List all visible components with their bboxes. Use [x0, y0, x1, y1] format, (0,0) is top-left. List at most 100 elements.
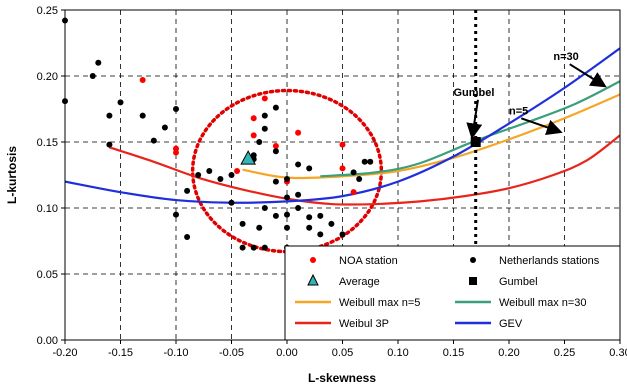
data-point [295, 129, 302, 136]
data-point [339, 141, 346, 148]
data-point [139, 76, 146, 83]
data-point [339, 231, 346, 238]
data-point [206, 168, 213, 175]
data-point [239, 220, 246, 227]
legend-label: Weibull max n=30 [499, 297, 587, 309]
legend-label: Netherlands stations [499, 255, 600, 267]
x-tick-label: 0.00 [276, 347, 297, 359]
data-point [184, 234, 191, 241]
legend-label: Average [339, 276, 380, 288]
data-point [217, 175, 224, 182]
data-point [339, 165, 346, 172]
data-point [106, 141, 113, 148]
x-axis-label: L-skewness [308, 371, 376, 385]
data-point [350, 189, 357, 196]
x-tick-label: -0.20 [52, 347, 77, 359]
axes: -0.20 -0.15 -0.10 -0.05 0.00 0.05 0.10 0.15 0.20… [37, 5, 627, 359]
legend-label: Gumbel [499, 276, 538, 288]
data-point [284, 224, 290, 231]
data-point [306, 214, 313, 221]
data-point [317, 212, 324, 219]
x-tick-label: 0.25 [554, 347, 575, 359]
data-point [284, 194, 290, 201]
data-point [95, 59, 102, 66]
data-point [272, 148, 279, 155]
y-axis-label: L-kurtosis [5, 146, 19, 204]
y-tick-label: 0.20 [37, 71, 58, 83]
data-point [272, 212, 279, 219]
data-point [228, 172, 235, 178]
data-point [173, 211, 179, 218]
data-point [184, 187, 191, 194]
legend-symbol [469, 277, 477, 285]
legend-label: NOA station [339, 255, 398, 267]
y-tick-label: 0.05 [37, 269, 58, 281]
data-point [328, 220, 335, 227]
gumbel-marker [470, 137, 481, 147]
data-point [272, 142, 279, 149]
data-point [261, 205, 268, 211]
data-point [250, 244, 257, 251]
data-point [261, 125, 268, 132]
data-point [261, 112, 268, 119]
data-point [272, 178, 279, 185]
data-point [367, 158, 374, 165]
y-tick-label: 0.15 [37, 137, 58, 149]
data-point [261, 244, 268, 251]
data-point [139, 112, 146, 119]
data-point [356, 175, 363, 182]
data-point [306, 224, 313, 231]
x-tick-label: 0.10 [387, 347, 408, 359]
data-point [350, 169, 357, 176]
data-point [250, 132, 257, 139]
data-point [295, 191, 302, 198]
legend-label: Weibull max n=5 [339, 297, 420, 309]
annotation-arrow [520, 117, 563, 136]
series-line-gev [65, 47, 620, 204]
y-tick-label: 0.10 [37, 203, 58, 215]
x-tick-label: 0.05 [332, 347, 353, 359]
data-point [173, 149, 179, 156]
data-point [284, 211, 290, 218]
x-tick-label: 0.30 [609, 347, 627, 359]
data-point [284, 175, 290, 182]
data-point [161, 124, 168, 131]
data-point [173, 106, 179, 112]
legend-symbol [307, 273, 319, 286]
data-point [239, 244, 246, 251]
data-point [306, 165, 313, 172]
y-tick-label: 0.00 [37, 335, 58, 347]
data-point [234, 168, 241, 175]
legend-box [284, 245, 621, 341]
data-point [261, 95, 268, 102]
data-point [361, 158, 368, 165]
data-point [117, 99, 124, 106]
data-point [106, 112, 113, 119]
legend-symbol [310, 257, 316, 263]
legend: NOA station Netherlands stations Average Gu… [284, 245, 621, 341]
x-tick-label: 0.15 [443, 347, 464, 359]
x-tick-label: -0.15 [108, 347, 133, 359]
data-point [195, 172, 202, 178]
data-point [295, 205, 302, 211]
legend-symbol [470, 257, 476, 263]
data-point [272, 104, 279, 111]
data-point [150, 137, 157, 144]
annotation-label: n=30 [553, 51, 578, 63]
average-marker [240, 150, 256, 165]
data-point [228, 199, 235, 206]
annotation-arrow [466, 99, 483, 140]
annotations: Gumbel n=5 n=30 [454, 51, 607, 140]
data-point [256, 139, 263, 145]
x-tick-label: -0.05 [219, 347, 244, 359]
data-point [256, 224, 263, 231]
annotation-arrow [569, 63, 607, 88]
data-point [250, 115, 257, 122]
legend-label: Weibul 3P [339, 318, 389, 330]
x-tick-label: 0.20 [498, 347, 519, 359]
x-tick-label: -0.10 [163, 347, 188, 359]
annotation-label: n=5 [509, 105, 528, 117]
y-tick-label: 0.25 [37, 5, 58, 17]
annotation-label: Gumbel [454, 87, 495, 99]
